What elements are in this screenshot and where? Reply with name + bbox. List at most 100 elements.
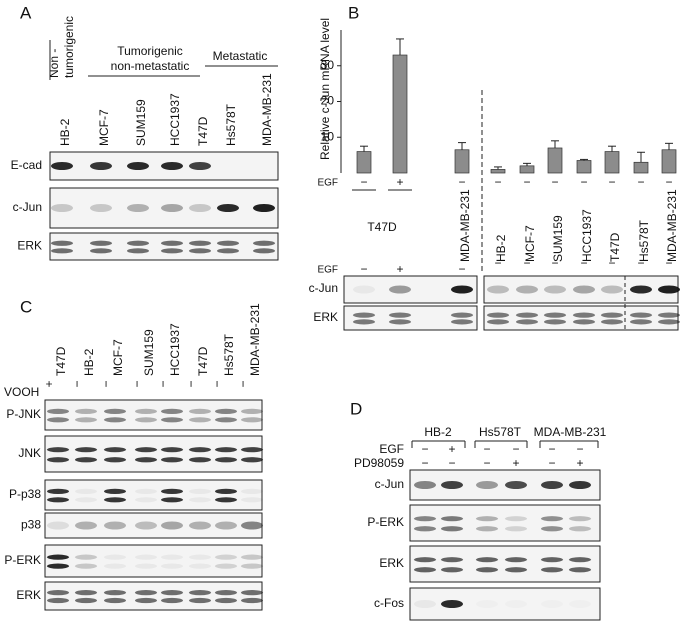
band <box>414 526 436 532</box>
error-bar <box>665 142 673 150</box>
lane-label: HB-2 <box>58 118 72 146</box>
band <box>161 447 183 453</box>
treatment-mark: − <box>448 456 455 470</box>
band <box>389 285 411 294</box>
band <box>161 162 183 170</box>
lane-label: HCC1937 <box>168 93 182 146</box>
band <box>658 285 680 294</box>
band <box>104 497 126 503</box>
band <box>75 563 97 569</box>
bar <box>519 165 535 174</box>
band <box>47 563 69 569</box>
band <box>189 457 211 463</box>
treatment-mark: + <box>512 456 519 470</box>
band <box>161 408 183 414</box>
band <box>476 481 498 489</box>
band <box>241 554 263 560</box>
band <box>135 497 157 503</box>
band <box>75 457 97 463</box>
band <box>541 481 563 489</box>
treatment-mark: + <box>448 442 455 456</box>
treatment-mark: − <box>210 380 224 387</box>
treatment-mark: + <box>42 380 56 387</box>
band <box>215 563 237 569</box>
band <box>189 408 211 414</box>
treatment-label: EGF <box>317 178 338 189</box>
x-tick-label: Hs578T <box>637 219 651 262</box>
group-label: non-metastatic <box>111 59 190 73</box>
band <box>161 240 183 246</box>
band <box>127 162 149 170</box>
band <box>189 497 211 503</box>
band <box>47 590 69 596</box>
band <box>47 447 69 453</box>
band <box>601 319 623 325</box>
x-tick-label: MDA-MB-231 <box>665 189 679 262</box>
bar <box>490 169 506 174</box>
treatment-mark: − <box>130 380 144 387</box>
band <box>241 521 263 530</box>
band <box>487 312 509 318</box>
band <box>441 567 463 573</box>
error-bar <box>551 140 559 148</box>
band <box>104 590 126 596</box>
band <box>630 319 652 325</box>
error-bar <box>360 145 368 152</box>
band <box>104 597 126 604</box>
band <box>241 563 263 569</box>
group-label: tumorigenic <box>62 16 76 78</box>
bar <box>547 147 563 174</box>
blot <box>49 232 279 261</box>
band <box>253 240 275 246</box>
error-bar <box>608 145 616 152</box>
lane-label: T47D <box>196 116 210 146</box>
band <box>217 240 239 246</box>
band <box>476 567 498 573</box>
band <box>135 597 157 604</box>
band <box>189 447 211 453</box>
band <box>241 590 263 596</box>
band <box>241 597 263 604</box>
treatment-mark: − <box>360 262 367 276</box>
band <box>487 285 509 294</box>
group-label: Metastatic <box>213 49 268 63</box>
band <box>569 516 591 522</box>
y-tick-label: 20 <box>321 94 335 108</box>
treatment-mark: − <box>637 175 644 189</box>
band <box>135 457 157 463</box>
band <box>215 457 237 463</box>
treatment-mark: − <box>551 175 558 189</box>
band <box>476 516 498 522</box>
band <box>451 285 473 294</box>
row-label: c-Jun <box>309 281 338 295</box>
band <box>541 567 563 573</box>
band <box>161 563 183 569</box>
band <box>189 521 211 530</box>
band <box>127 248 149 254</box>
lane-label: SUM159 <box>142 329 156 376</box>
error-bar <box>494 166 502 170</box>
band <box>189 597 211 604</box>
treatment-mark: − <box>548 456 555 470</box>
band <box>189 563 211 569</box>
band <box>505 481 527 489</box>
band <box>51 162 73 170</box>
band <box>104 488 126 494</box>
band <box>253 204 275 212</box>
band <box>487 319 509 325</box>
bar <box>661 149 677 174</box>
band <box>161 597 183 604</box>
error-bar <box>637 151 645 163</box>
band <box>51 240 73 246</box>
lane-label: HCC1937 <box>168 323 182 376</box>
y-tick-label: 10 <box>321 129 335 143</box>
band <box>505 567 527 573</box>
band <box>516 319 538 325</box>
treatment-mark: − <box>99 380 113 387</box>
band <box>75 488 97 494</box>
lane-label: MCF-7 <box>97 109 111 146</box>
band <box>161 248 183 254</box>
band <box>630 312 652 318</box>
lane-label: Hs578T <box>224 103 238 146</box>
band <box>75 554 97 560</box>
